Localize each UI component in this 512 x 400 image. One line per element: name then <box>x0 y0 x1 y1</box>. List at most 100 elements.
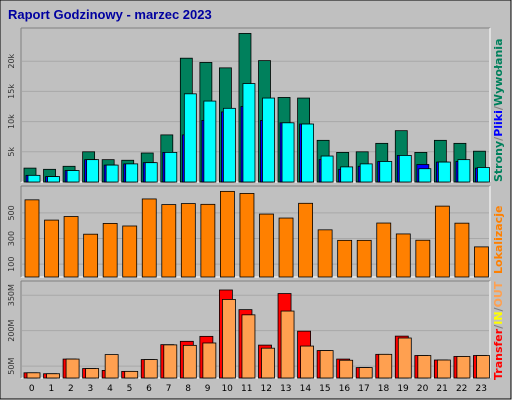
x-tick-label: 12 <box>261 384 272 394</box>
bar-lokalizacje <box>83 233 99 278</box>
x-tick-label: 8 <box>185 384 191 394</box>
bar-out <box>300 345 314 379</box>
bar-wywolania <box>281 122 295 183</box>
bar-wywolania <box>457 159 471 183</box>
side-label-locations: Lokalizacje <box>492 206 505 274</box>
bar-out <box>104 354 119 379</box>
bar-lokalizacje <box>337 239 353 278</box>
x-tick-label: 4 <box>107 384 113 394</box>
y-tick-label: 500 <box>7 205 16 220</box>
x-tick-label: 19 <box>397 384 409 394</box>
side-label-requests: Strony/Pliki/Wywołania <box>492 39 505 183</box>
bar-wywolania <box>340 166 354 183</box>
bar-lokalizacje <box>298 202 313 278</box>
hour-axis: 0 1 2 3 4 5 6 7 8 9 10 11 12 13 14 15 16 17 18 19 20 21 22 23 <box>29 384 487 394</box>
bar-out <box>280 310 295 379</box>
x-tick-label: 13 <box>280 384 291 394</box>
x-tick-label: 3 <box>88 384 94 394</box>
label-sep: / <box>492 306 505 311</box>
bar-wywolania <box>125 163 139 183</box>
bar-out <box>358 367 373 379</box>
label-in: IN <box>492 311 505 324</box>
bar-wywolania <box>398 155 412 183</box>
y-tick-label: 100 <box>7 257 16 272</box>
bar-wywolania <box>320 155 334 183</box>
x-tick-label: 15 <box>319 384 330 394</box>
bar-wywolania <box>359 163 373 183</box>
bar-lokalizacje <box>24 199 40 278</box>
bar-wywolania <box>477 167 490 183</box>
bar-out <box>26 372 41 379</box>
bar-lokalizacje <box>454 222 470 278</box>
label-out: OUT <box>492 281 505 307</box>
x-tick-label: 7 <box>166 384 172 394</box>
bar-wywolania <box>144 162 158 183</box>
x-tick-label: 14 <box>300 384 312 394</box>
bar-lokalizacje <box>44 219 59 278</box>
label-sep: / <box>492 105 505 110</box>
bar-lokalizacje <box>122 225 138 278</box>
y-tick-label: 350M <box>7 284 16 306</box>
y-tick-label: 5k <box>7 147 16 157</box>
label-pliki: Pliki <box>492 110 505 137</box>
x-tick-label: 16 <box>339 384 351 394</box>
x-tick-label: 5 <box>127 384 133 394</box>
y-tick-label: 15k <box>7 84 16 99</box>
bar-wywolania <box>301 123 314 183</box>
bar-lokalizacje <box>376 222 392 278</box>
x-tick-label: 6 <box>146 384 152 394</box>
bar-lokalizacje <box>395 233 411 278</box>
bar-lokalizacje <box>356 239 372 278</box>
x-tick-label: 22 <box>456 384 467 394</box>
bar-wywolania <box>164 152 178 183</box>
x-tick-label: 11 <box>241 384 252 394</box>
bar-out <box>46 373 60 379</box>
y-tick-label: 20k <box>7 53 16 68</box>
bar-lokalizacje <box>434 205 450 278</box>
x-tick-label: 17 <box>358 384 369 394</box>
bar-out <box>319 350 334 379</box>
label-transfer: Transfer <box>492 328 505 380</box>
x-tick-label: 2 <box>68 384 74 394</box>
bar-out <box>397 337 412 379</box>
bar-lokalizacje <box>415 239 431 278</box>
x-tick-label: 10 <box>221 384 233 394</box>
x-tick-label: 0 <box>29 384 35 394</box>
y-tick-label: 200M <box>7 319 16 341</box>
bar-lokalizacje <box>474 246 489 278</box>
bar-lokalizacje <box>141 198 157 278</box>
bar-lokalizacje <box>161 204 177 278</box>
bar-wywolania <box>27 174 41 183</box>
bar-lokalizacje <box>102 223 118 278</box>
bar-out <box>378 353 393 379</box>
bar-wywolania <box>203 100 217 183</box>
bar-out <box>143 359 158 379</box>
bar-lokalizacje <box>317 229 333 278</box>
bar-out <box>202 342 217 379</box>
bar-out <box>163 344 178 379</box>
bar-wywolania <box>66 170 80 183</box>
bar-lokalizacje <box>220 190 235 278</box>
label-sep: / <box>492 136 505 141</box>
bar-wywolania <box>262 97 275 183</box>
bar-wywolania <box>86 159 100 183</box>
bar-wywolania <box>47 176 60 183</box>
bar-out <box>85 368 100 379</box>
x-tick-label: 23 <box>476 384 487 394</box>
requests-panel: 5k 10k 15k 20k <box>7 27 491 183</box>
x-tick-label: 21 <box>436 384 447 394</box>
bar-lokalizacje <box>63 216 79 278</box>
bar-out <box>436 359 451 379</box>
bar-wywolania <box>437 161 451 183</box>
label-wywolania: Wywołania <box>492 39 505 107</box>
x-tick-label: 20 <box>417 384 429 394</box>
bar-out <box>456 356 471 379</box>
label-lokalizacje: Lokalizacje <box>492 206 505 274</box>
bar-out <box>476 355 490 379</box>
bar-out <box>65 358 80 379</box>
bar-out <box>417 355 432 379</box>
y-tick-label: 50M <box>7 358 16 375</box>
bar-wywolania <box>418 168 432 183</box>
